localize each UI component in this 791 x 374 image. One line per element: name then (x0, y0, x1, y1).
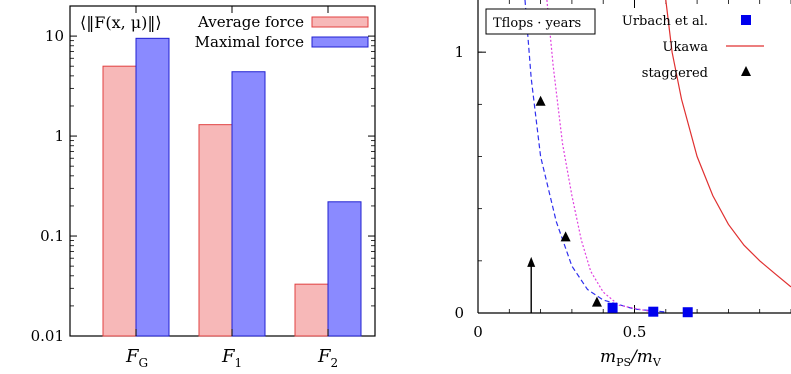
arrow-head (527, 256, 536, 267)
left-chart-title: ⟨‖F(x, μ)‖⟩ (80, 13, 162, 32)
point-staggered (535, 95, 546, 106)
right-x-axis-label: mPS/mV (600, 347, 662, 369)
curve-dashed (524, 0, 666, 313)
left-legend-label: Maximal force (195, 33, 304, 51)
tflops-box: Tflops · years (485, 8, 596, 35)
left-legend-label: Average force (197, 13, 304, 31)
left-y-tick-label: 1 (54, 127, 64, 145)
right-y-tick-label: 0 (454, 304, 464, 322)
right-legend-label: Urbach et al. (622, 14, 708, 29)
point-urbach (648, 306, 659, 317)
right-arrow (527, 256, 536, 313)
point-staggered (560, 231, 571, 242)
point-staggered (591, 296, 602, 307)
left-x-categories: FG F1 F2 (125, 6, 338, 370)
tflops-box-label: Tflops · years (493, 16, 581, 31)
left-bars (102, 37, 362, 337)
right-legend-triangle (741, 66, 751, 76)
bar-maximal (135, 37, 170, 337)
right-x-tick-label: 0.5 (623, 323, 647, 341)
bar-average (294, 283, 329, 337)
right-y-tick-label: 1 (454, 43, 464, 61)
right-x-ticks: 0 0.5 (473, 0, 791, 341)
bar-average (198, 124, 233, 337)
point-urbach (682, 307, 693, 318)
left-x-category-label: FG (125, 346, 148, 370)
right-y-ticks: 01 (454, 43, 486, 322)
bar-maximal (327, 201, 362, 337)
right-legend-square (741, 15, 751, 25)
left-chart: 0.01 0.1 1 10 FG F1 F2 ⟨‖F(x, μ)‖⟩ Average fo… (31, 5, 376, 370)
left-legend-swatch (311, 16, 369, 28)
right-legend-label: staggered (642, 66, 708, 81)
bar-average (102, 65, 137, 337)
left-legend: Average force Maximal force (195, 13, 369, 51)
left-x-category-label: F1 (221, 346, 242, 370)
left-y-ticks: 0.01 0.1 1 10 (31, 5, 375, 345)
right-x-tick-label: 0 (473, 323, 483, 341)
left-x-category-label: F2 (317, 346, 338, 370)
right-chart: 01 0 0.5 Tflops · years Urbach et al.Ukaw… (454, 0, 791, 369)
right-legend-label: Ukawa (663, 40, 709, 55)
right-points (535, 95, 693, 318)
left-y-tick-label: 0.1 (40, 227, 64, 245)
right-legend: Urbach et al. Ukawa staggered (622, 14, 764, 81)
curve-ukawa (665, 0, 791, 288)
point-urbach (607, 302, 618, 313)
curve-dotted (546, 0, 651, 312)
right-curves (524, 0, 791, 313)
left-y-tick-label: 10 (45, 27, 64, 45)
left-y-tick-label: 0.01 (31, 327, 64, 345)
bar-maximal (231, 71, 266, 337)
tflops-box-frame (485, 8, 596, 35)
left-legend-swatch (311, 36, 369, 48)
